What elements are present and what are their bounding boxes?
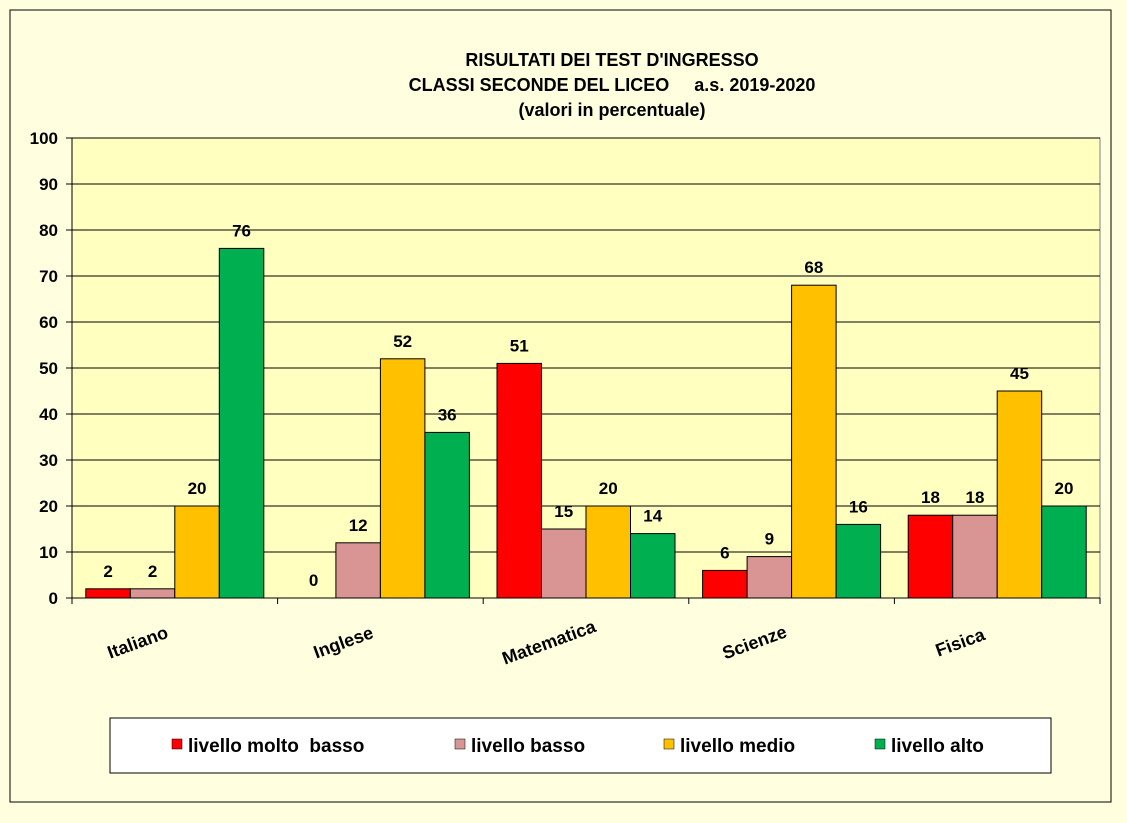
bar xyxy=(1041,505,1087,599)
bar xyxy=(952,514,998,599)
legend-label: livello molto basso xyxy=(188,736,364,757)
data-label: 76 xyxy=(232,221,251,240)
data-label: 2 xyxy=(103,562,112,581)
data-label: 18 xyxy=(965,488,984,507)
legend-marker xyxy=(454,738,466,750)
data-label: 45 xyxy=(1010,364,1029,383)
legend-marker xyxy=(874,738,886,750)
data-label: 9 xyxy=(765,530,774,549)
legend-marker xyxy=(663,738,675,750)
y-tick-label: 0 xyxy=(49,589,58,608)
data-label: 6 xyxy=(720,543,729,562)
chart-title: (valori in percentuale) xyxy=(518,100,705,120)
data-label: 36 xyxy=(438,405,457,424)
bar xyxy=(585,505,631,599)
bar xyxy=(791,284,837,599)
bar xyxy=(746,556,793,599)
data-label: 18 xyxy=(921,488,940,507)
bar xyxy=(630,533,676,599)
data-label: 2 xyxy=(148,562,157,581)
data-label: 16 xyxy=(849,497,868,516)
bar xyxy=(379,358,426,599)
y-tick-label: 50 xyxy=(39,359,58,378)
bar xyxy=(496,362,542,599)
legend-label: livello basso xyxy=(471,736,585,757)
bar xyxy=(85,588,131,599)
y-tick-label: 70 xyxy=(39,267,58,286)
data-label: 20 xyxy=(188,479,207,498)
bar xyxy=(335,542,381,599)
legend-box xyxy=(109,717,1052,774)
data-label: 52 xyxy=(393,332,412,351)
y-tick-label: 80 xyxy=(39,221,58,240)
bar xyxy=(218,247,265,599)
data-label: 20 xyxy=(599,479,618,498)
y-tick-label: 10 xyxy=(39,543,58,562)
bar xyxy=(424,431,470,599)
data-label: 20 xyxy=(1054,479,1073,498)
data-label: 12 xyxy=(349,516,368,535)
y-tick-label: 60 xyxy=(39,313,58,332)
chart-title: RISULTATI DEI TEST D'INGRESSO xyxy=(465,50,758,70)
data-label: 0 xyxy=(309,571,318,590)
legend-label: livello alto xyxy=(891,736,984,757)
data-label: 68 xyxy=(804,258,823,277)
legend-marker xyxy=(171,738,183,750)
bar xyxy=(174,505,220,599)
bar xyxy=(129,588,176,599)
data-label: 14 xyxy=(643,507,662,526)
bar xyxy=(702,569,748,599)
y-tick-label: 30 xyxy=(39,451,58,470)
y-tick-label: 20 xyxy=(39,497,58,516)
bar xyxy=(835,523,882,599)
data-label: 15 xyxy=(554,502,573,521)
y-tick-label: 40 xyxy=(39,405,58,424)
bar xyxy=(907,514,954,599)
bar xyxy=(996,390,1043,599)
y-tick-label: 90 xyxy=(39,175,58,194)
data-label: 51 xyxy=(510,336,529,355)
y-tick-label: 100 xyxy=(30,129,58,148)
chart-title: CLASSI SECONDE DEL LICEO a.s. 2019-2020 xyxy=(409,75,816,95)
bar xyxy=(541,528,587,599)
legend-label: livello medio xyxy=(680,736,795,757)
